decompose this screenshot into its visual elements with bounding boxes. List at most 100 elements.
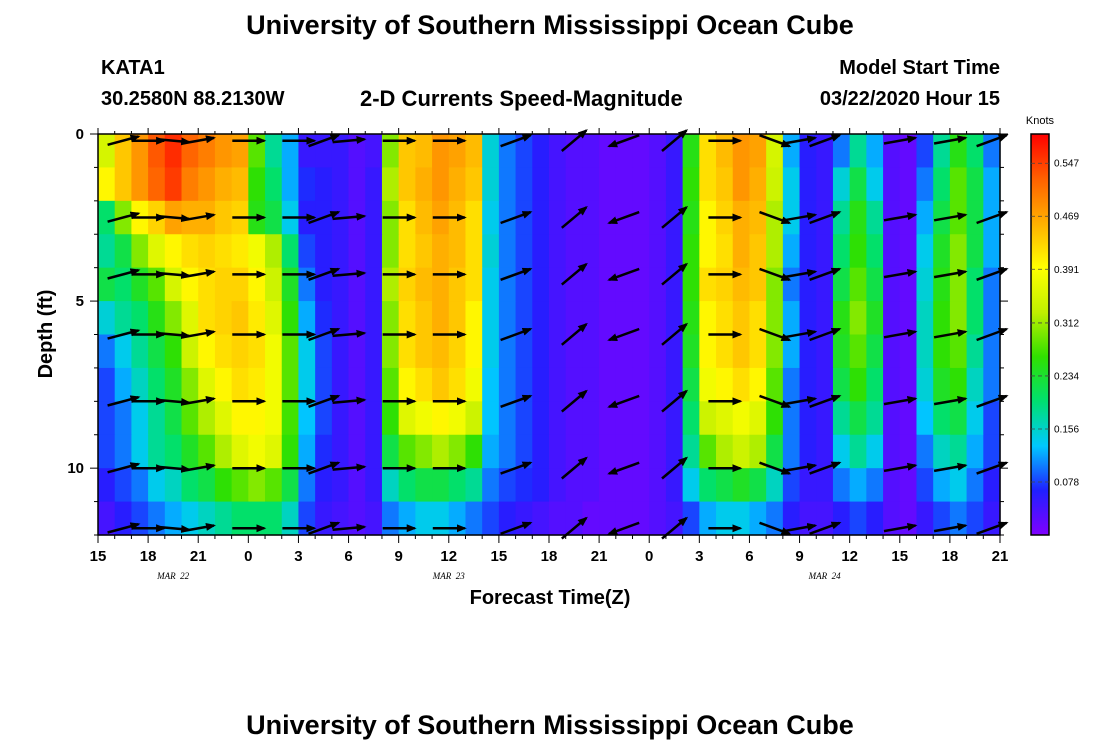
x-tick-label: 3 xyxy=(695,548,703,565)
heat-cell xyxy=(682,267,700,302)
heat-cell xyxy=(181,468,199,503)
heat-cell xyxy=(916,367,934,402)
heat-cell xyxy=(114,367,132,402)
heat-cell xyxy=(716,468,734,503)
heat-cell xyxy=(515,301,533,336)
current-vector xyxy=(332,523,367,532)
heat-cell xyxy=(599,334,617,369)
heat-cell xyxy=(381,501,400,536)
heat-cell xyxy=(532,401,550,436)
heat-cell xyxy=(549,134,567,169)
heat-cell xyxy=(532,501,550,536)
heat-cell xyxy=(549,234,567,269)
heat-cell xyxy=(315,167,333,202)
heat-cell xyxy=(599,434,617,469)
heat-cell xyxy=(883,501,901,536)
heat-cell xyxy=(515,267,533,302)
heat-cell xyxy=(214,234,233,269)
heat-cell xyxy=(415,468,433,503)
heat-cell xyxy=(866,267,884,302)
heat-cell xyxy=(415,134,433,169)
heat-cell xyxy=(766,434,784,469)
heat-cell xyxy=(582,434,600,469)
heat-cell xyxy=(298,301,316,336)
heat-cell xyxy=(114,401,132,436)
heat-cell xyxy=(832,234,851,269)
current-vector xyxy=(607,134,640,148)
heat-cell xyxy=(799,334,817,369)
heat-cell xyxy=(916,401,934,436)
current-vector xyxy=(500,461,533,475)
heat-cell xyxy=(131,501,149,536)
current-vector xyxy=(933,329,968,339)
heat-cell xyxy=(348,434,366,469)
heat-cell xyxy=(181,267,199,302)
heat-cell xyxy=(265,301,283,336)
x-tick-label: 6 xyxy=(344,548,352,565)
current-vector xyxy=(661,262,689,286)
heat-cell xyxy=(599,200,617,235)
heat-cell xyxy=(782,167,801,202)
current-vector xyxy=(332,136,367,144)
heat-cell xyxy=(832,468,851,503)
heat-cell xyxy=(632,501,650,536)
heat-cell xyxy=(749,267,767,302)
heat-cell xyxy=(916,434,934,469)
heat-cell xyxy=(381,134,400,169)
heat-cell xyxy=(348,334,366,369)
current-vector xyxy=(107,522,141,534)
heat-cell xyxy=(331,134,350,169)
heat-cell xyxy=(114,434,132,469)
heat-cell xyxy=(582,367,600,402)
date-label: MAR 22 xyxy=(156,571,189,581)
heat-cell xyxy=(832,134,851,169)
heat-cell xyxy=(365,468,383,503)
heat-cell xyxy=(498,468,517,503)
heat-cell xyxy=(265,234,283,269)
heat-cell xyxy=(482,234,500,269)
current-vector xyxy=(976,461,1009,475)
heat-cell xyxy=(515,234,533,269)
heat-cell xyxy=(816,234,834,269)
heat-cell xyxy=(465,167,483,202)
heat-cell xyxy=(348,501,366,536)
heat-cell xyxy=(632,234,650,269)
current-vector xyxy=(157,214,192,223)
heat-cell xyxy=(549,501,567,536)
heat-cell xyxy=(916,267,934,302)
heat-cell xyxy=(465,234,483,269)
heat-cell xyxy=(331,301,350,336)
heat-cell xyxy=(565,167,583,202)
current-vector xyxy=(933,269,968,279)
heat-cell xyxy=(682,401,700,436)
heat-cell xyxy=(883,134,901,169)
heat-cell xyxy=(966,200,984,235)
colorbar-tick-label: 0.391 xyxy=(1054,265,1079,276)
heat-cell xyxy=(949,401,968,436)
current-vector xyxy=(182,462,216,473)
heat-cell xyxy=(432,301,450,336)
heat-cell xyxy=(983,234,1001,269)
heat-cell xyxy=(331,234,350,269)
current-vector xyxy=(332,269,367,278)
heat-cell xyxy=(549,401,567,436)
heat-cell xyxy=(148,367,166,402)
heat-cell xyxy=(415,401,433,436)
heat-cell xyxy=(448,401,467,436)
heat-cell xyxy=(582,234,600,269)
heat-cell xyxy=(248,434,266,469)
heat-cell xyxy=(665,234,684,269)
heat-cell xyxy=(849,434,867,469)
heat-cell xyxy=(866,401,884,436)
current-vector xyxy=(607,394,640,408)
date-label: MAR 23 xyxy=(432,571,465,581)
heat-cell xyxy=(966,434,984,469)
heat-cell xyxy=(749,367,767,402)
current-vector xyxy=(308,267,341,281)
current-vector xyxy=(157,464,192,473)
heat-cell xyxy=(214,134,233,169)
heat-cell xyxy=(164,167,183,202)
current-vector xyxy=(308,134,341,148)
heat-cell xyxy=(849,367,867,402)
heat-cell xyxy=(498,367,517,402)
